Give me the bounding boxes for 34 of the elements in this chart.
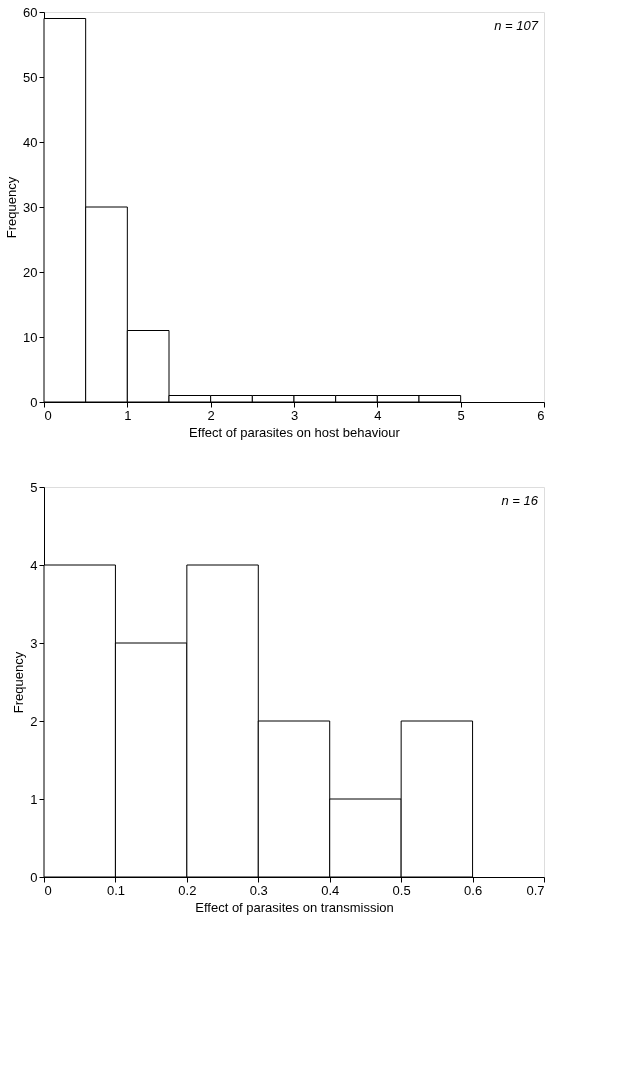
y-tick-label: 1 bbox=[30, 791, 38, 807]
x-tick-label: 0.2 bbox=[178, 882, 197, 898]
y-tick-label: 40 bbox=[23, 134, 38, 150]
y-tick-label: 20 bbox=[23, 264, 38, 280]
x-tick-label: 1 bbox=[124, 407, 132, 423]
x-tick-label: 0.3 bbox=[249, 882, 268, 898]
y-tick-label: 3 bbox=[30, 635, 38, 651]
x-axis-title: Effect of parasites on transmission bbox=[195, 899, 394, 915]
annotation: n = 16 bbox=[501, 493, 539, 508]
annotation: n = 107 bbox=[494, 18, 539, 33]
x-tick-label: 5 bbox=[457, 407, 465, 423]
y-tick-label: 50 bbox=[23, 69, 38, 85]
x-tick-label: 2 bbox=[207, 407, 215, 423]
x-tick-label: 0.7 bbox=[526, 882, 545, 898]
x-tick-label: 4 bbox=[374, 407, 382, 423]
y-tick-label: 0 bbox=[30, 869, 38, 885]
y-tick-label: 30 bbox=[23, 199, 38, 215]
y-tick-label: 0 bbox=[30, 394, 38, 410]
y-axis-title: Frequency bbox=[4, 176, 20, 239]
x-tick-label: 3 bbox=[290, 407, 299, 423]
y-tick-label: 60 bbox=[23, 4, 38, 20]
x-tick-label: 0 bbox=[44, 882, 52, 898]
x-tick-label: 0 bbox=[44, 407, 52, 423]
x-tick-label: 0.5 bbox=[392, 882, 411, 898]
y-tick-label: 10 bbox=[23, 329, 38, 345]
y-tick-label: 5 bbox=[30, 479, 38, 495]
y-tick-label: 2 bbox=[30, 713, 38, 729]
y-axis-title: Frequency bbox=[11, 651, 27, 714]
x-axis-title: Effect of parasites on host behaviour bbox=[189, 424, 401, 440]
x-tick-label: 0.1 bbox=[106, 882, 125, 898]
x-tick-label: 0.6 bbox=[464, 882, 483, 898]
x-tick-label: 6 bbox=[537, 407, 545, 423]
x-tick-label: 0.4 bbox=[321, 882, 340, 898]
y-tick-label: 4 bbox=[30, 557, 38, 573]
